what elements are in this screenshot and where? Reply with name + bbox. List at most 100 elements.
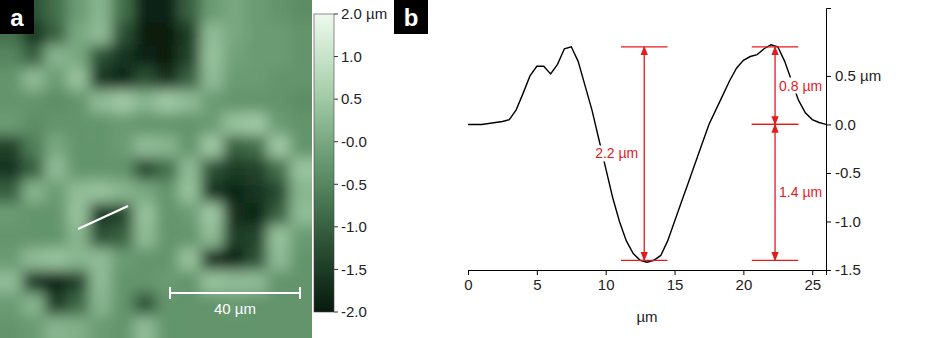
annotation-label: 2.2 µm — [595, 145, 638, 161]
plot-area — [468, 45, 826, 262]
map-cell — [67, 90, 90, 113]
map-cell — [178, 90, 201, 113]
map-cell — [134, 23, 157, 46]
figure: 40 µma2.0 µm1.00.5-0.0-0.5-1.0-1.5-2.005… — [0, 0, 925, 338]
map-cell — [290, 180, 312, 203]
x-tick: 5 — [533, 270, 541, 293]
map-cell — [0, 315, 23, 338]
y-tick: -0.5 — [826, 164, 861, 181]
map-cell — [111, 248, 134, 271]
colorbar: 2.0 µm1.00.5-0.0-0.5-1.0-1.5-2.0 — [314, 5, 387, 320]
map-cell — [89, 113, 112, 136]
map-cell — [201, 90, 224, 113]
map-cell — [67, 203, 90, 226]
map-cell — [89, 158, 112, 181]
colorbar-tick-label: -0.0 — [341, 133, 367, 150]
colorbar-tick — [334, 269, 338, 270]
map-cell — [290, 113, 312, 136]
map-cell — [0, 203, 23, 226]
map-cell — [45, 270, 68, 293]
map-cell — [134, 180, 157, 203]
map-cell — [134, 225, 157, 248]
x-axis-title: µm — [636, 308, 657, 325]
x-tick-mark — [675, 270, 676, 275]
map-cell — [290, 0, 312, 23]
colorbar-tick — [334, 14, 338, 15]
x-tick-mark — [812, 270, 813, 275]
map-cell — [0, 68, 23, 91]
map-cell — [156, 315, 179, 338]
map-cell — [22, 225, 45, 248]
map-cell — [0, 270, 23, 293]
x-tick-label: 25 — [804, 276, 821, 293]
map-cell — [0, 45, 23, 68]
annotation-arrow — [774, 47, 775, 125]
map-cell — [156, 113, 179, 136]
scale-bar-line — [170, 292, 300, 294]
map-cell — [89, 293, 112, 316]
map-cell — [156, 68, 179, 91]
x-tick: 15 — [667, 270, 684, 293]
map-cell — [45, 45, 68, 68]
map-cell — [267, 90, 290, 113]
map-cell — [178, 180, 201, 203]
map-cell — [111, 135, 134, 158]
map-cell — [0, 90, 23, 113]
map-cell — [267, 0, 290, 23]
map-cell — [67, 68, 90, 91]
map-cell — [45, 68, 68, 91]
map-cell — [267, 180, 290, 203]
map-background — [0, 0, 312, 338]
map-cell — [0, 225, 23, 248]
map-cell — [111, 270, 134, 293]
map-cell — [245, 270, 268, 293]
annotation-cap — [752, 124, 799, 125]
profile-line — [78, 206, 128, 229]
map-cell — [156, 23, 179, 46]
colorbar-tick — [334, 99, 338, 100]
scale-bar-label: 40 µm — [214, 300, 256, 317]
map-cell — [245, 180, 268, 203]
map-cell — [45, 225, 68, 248]
map-cell — [290, 45, 312, 68]
map-cell — [22, 113, 45, 136]
colorbar-tick-label: 1.0 — [341, 48, 362, 65]
map-cell — [111, 225, 134, 248]
map-cell — [201, 68, 224, 91]
annotation-cap — [752, 124, 799, 125]
colorbar-tick-label: -0.5 — [341, 176, 367, 193]
map-cell — [67, 248, 90, 271]
y-tick-label: 0.5 µm — [835, 67, 881, 84]
map-cell — [111, 23, 134, 46]
annotation-label-group: 2.2 µm — [594, 145, 639, 161]
map-cell — [45, 293, 68, 316]
y-tick-label: -1.0 — [835, 213, 861, 230]
y-tick: -1.0 — [826, 213, 861, 230]
map-cell — [178, 113, 201, 136]
annotation-arrow — [644, 47, 645, 260]
map-cell — [111, 113, 134, 136]
map-cell — [89, 180, 112, 203]
map-cell — [178, 248, 201, 271]
map-cell — [134, 90, 157, 113]
map-cell — [156, 90, 179, 113]
map-cell — [267, 23, 290, 46]
map-cell — [134, 203, 157, 226]
y-tick-label: -0.5 — [835, 164, 861, 181]
map-cell — [45, 23, 68, 46]
panel-letter: a — [10, 4, 24, 31]
map-cell — [245, 203, 268, 226]
map-cell — [223, 315, 246, 338]
map-cell — [89, 225, 112, 248]
y-tick-label: 0.0 — [835, 116, 856, 133]
x-tick-label: 20 — [736, 276, 753, 293]
colorbar-tick-label: 2.0 µm — [341, 5, 387, 22]
map-cell — [134, 158, 157, 181]
map-cell — [290, 248, 312, 271]
x-tick-label: 15 — [667, 276, 684, 293]
colorbar-tick-label: -2.0 — [341, 303, 367, 320]
map-cells — [0, 0, 312, 338]
map-cell — [45, 203, 68, 226]
annotation-cap — [752, 260, 799, 261]
map-cell — [290, 68, 312, 91]
